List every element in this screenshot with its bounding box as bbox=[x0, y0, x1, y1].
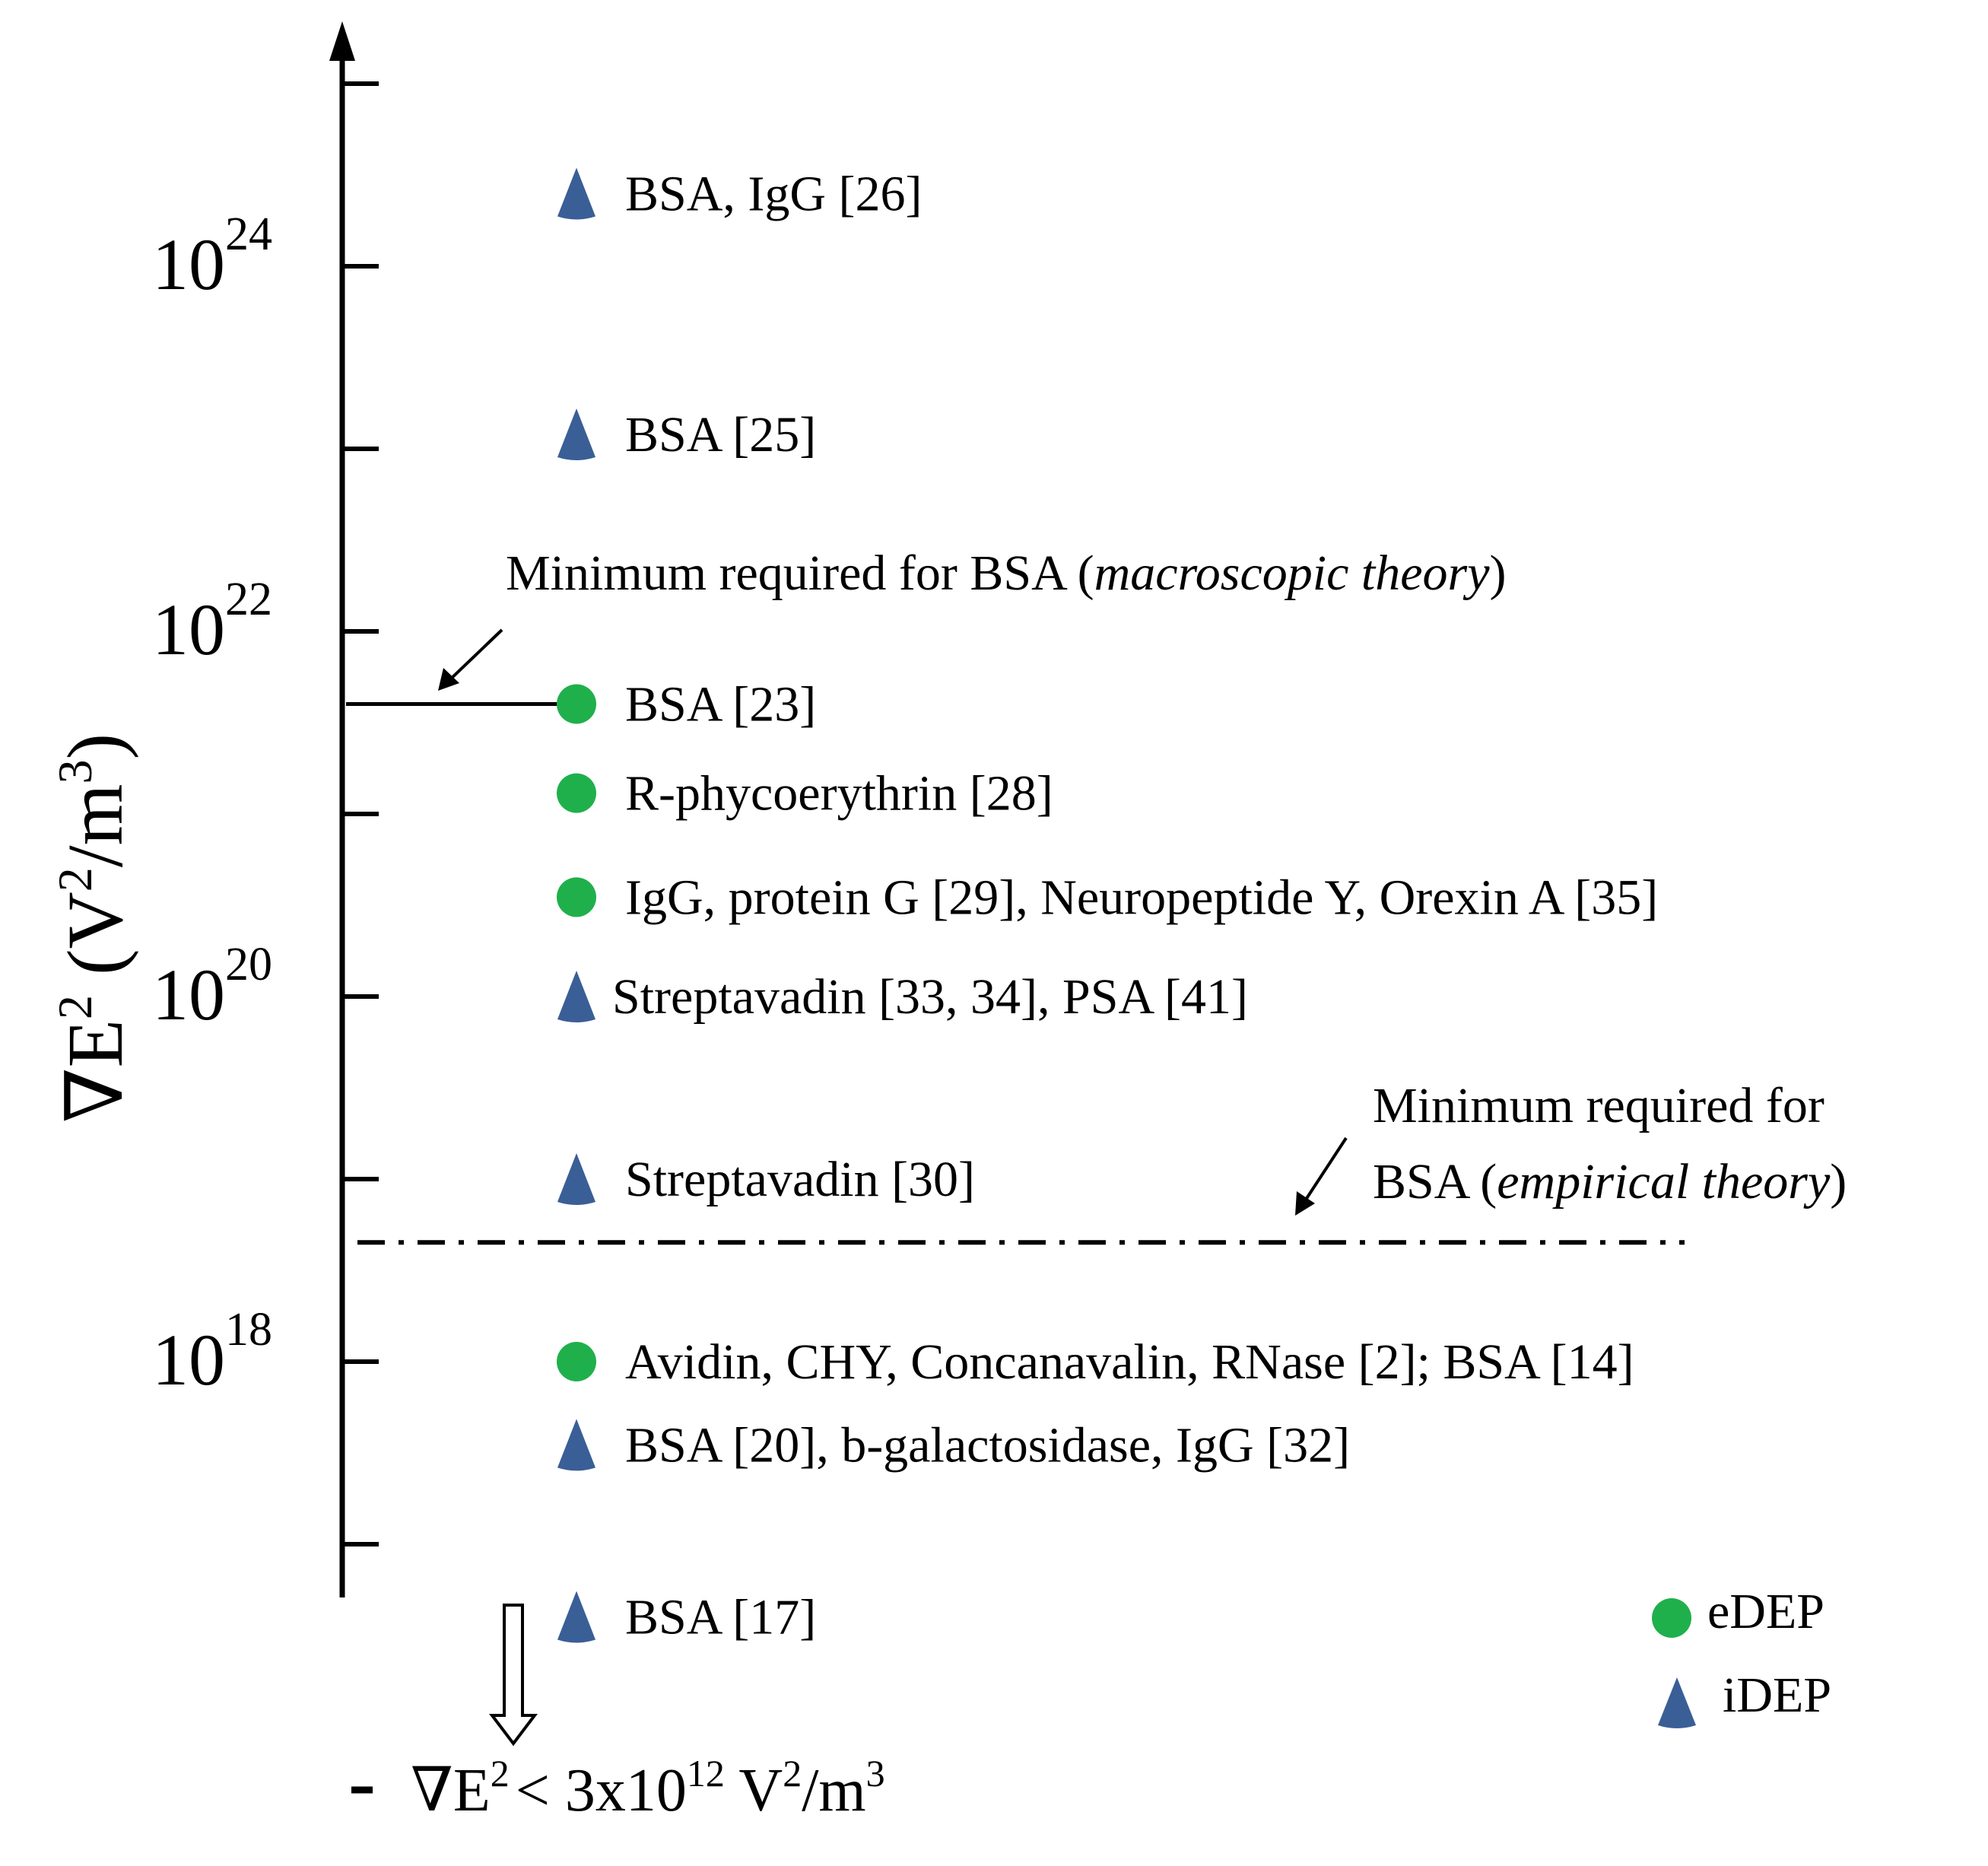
below-range-hollow-arrow bbox=[488, 1604, 538, 1747]
legend-edep-label: eDEP bbox=[1707, 1584, 1824, 1639]
macroscopic-annotation: Minimum required for BSA (macroscopic th… bbox=[506, 545, 1507, 601]
point-label: Streptavadin [30] bbox=[625, 1152, 975, 1207]
point-marker-idep bbox=[557, 408, 595, 460]
point-label: Avidin, CHY, Concanavalin, RNase [2]; BS… bbox=[625, 1334, 1634, 1390]
empirical-arrow-shaft bbox=[1303, 1136, 1348, 1203]
tick-label-22: 1022 bbox=[152, 574, 272, 670]
point-marker-idep bbox=[557, 1591, 595, 1643]
point-marker-idep bbox=[557, 1419, 595, 1471]
point-label: BSA [17] bbox=[625, 1590, 816, 1645]
point-marker-edep bbox=[557, 877, 596, 917]
tick-label-24: 1024 bbox=[152, 208, 272, 305]
point-label: R-phycoerythrin [28] bbox=[625, 766, 1053, 822]
point-marker-idep bbox=[557, 971, 595, 1022]
y-axis-arrowhead bbox=[329, 21, 355, 61]
legend-edep-marker bbox=[1652, 1598, 1691, 1638]
point-label: BSA [23] bbox=[625, 677, 816, 733]
macroscopic-arrowhead bbox=[438, 668, 459, 691]
macroscopic-arrow-shaft bbox=[447, 628, 503, 682]
legend-idep-marker bbox=[1658, 1677, 1696, 1728]
point-label: BSA, IgG [26] bbox=[625, 166, 923, 221]
empirical-arrowhead bbox=[1295, 1191, 1315, 1216]
point-marker-idep bbox=[557, 167, 595, 220]
legend-idep-label: iDEP bbox=[1723, 1667, 1831, 1723]
point-marker-edep bbox=[557, 773, 596, 813]
tick-label-20: 1020 bbox=[152, 939, 272, 1035]
y-axis-title: ∇E2 (V2/m3) bbox=[48, 733, 139, 1123]
point-label: Streptavadin [33, 34], PSA [41] bbox=[612, 969, 1248, 1025]
point-marker-edep bbox=[557, 1342, 596, 1381]
point-label: BSA [20], b-galactosidase, IgG [32] bbox=[625, 1417, 1350, 1473]
point-label: IgG, protein G [29], Neuropeptide Y, Ore… bbox=[625, 869, 1658, 925]
legend: eDEP iDEP bbox=[1652, 1584, 1831, 1728]
point-marker-idep bbox=[557, 1153, 595, 1205]
footnote-text: ∇E2 < 3x1012 V2/m3 bbox=[411, 1752, 885, 1824]
empirical-annotation-line1: Minimum required for bbox=[1373, 1078, 1824, 1133]
empirical-annotation-line2: BSA (empirical theory) bbox=[1373, 1154, 1847, 1210]
point-label: BSA [25] bbox=[625, 407, 816, 463]
tick-label-18: 1018 bbox=[152, 1304, 272, 1400]
point-marker-edep bbox=[557, 684, 596, 724]
